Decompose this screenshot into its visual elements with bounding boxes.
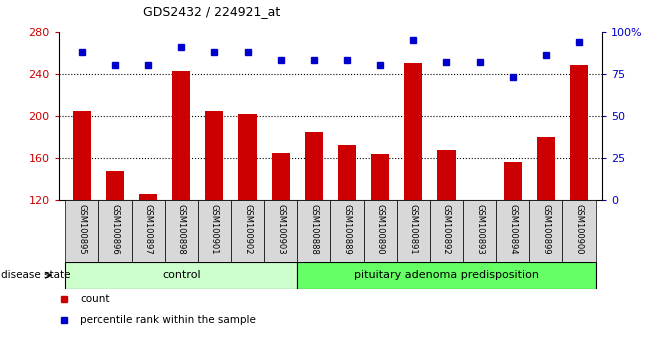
Bar [529, 200, 562, 262]
Bar [371, 154, 389, 200]
Bar [231, 200, 264, 262]
Bar [264, 200, 298, 262]
Bar [430, 200, 463, 262]
Text: percentile rank within the sample: percentile rank within the sample [80, 315, 256, 325]
Bar [363, 200, 396, 262]
Bar [298, 200, 330, 262]
Text: GDS2432 / 224921_at: GDS2432 / 224921_at [143, 5, 281, 18]
Bar [504, 162, 522, 200]
Bar [205, 111, 223, 200]
Bar [139, 194, 157, 200]
Bar [463, 200, 496, 262]
Text: GSM100895: GSM100895 [77, 204, 87, 255]
Text: GSM100897: GSM100897 [144, 204, 152, 255]
Bar [98, 200, 132, 262]
Bar [165, 200, 198, 262]
Bar [73, 111, 91, 200]
Text: GSM100890: GSM100890 [376, 204, 385, 255]
Text: GSM100900: GSM100900 [574, 204, 583, 255]
Text: pituitary adenoma predisposition: pituitary adenoma predisposition [354, 270, 539, 280]
Bar [330, 200, 363, 262]
Bar [172, 71, 190, 200]
Text: count: count [80, 294, 110, 304]
Bar [198, 200, 231, 262]
Bar [404, 63, 422, 200]
Bar [496, 200, 529, 262]
Bar [65, 262, 298, 289]
Bar [338, 145, 356, 200]
Bar [238, 114, 256, 200]
Text: GSM100891: GSM100891 [409, 204, 418, 255]
Text: GSM100889: GSM100889 [342, 204, 352, 255]
Bar [396, 200, 430, 262]
Text: GSM100901: GSM100901 [210, 204, 219, 255]
Bar [298, 262, 596, 289]
Bar [132, 200, 165, 262]
Bar [106, 171, 124, 200]
Text: GSM100899: GSM100899 [542, 204, 550, 255]
Text: GSM100894: GSM100894 [508, 204, 517, 255]
Text: GSM100896: GSM100896 [111, 204, 119, 255]
Text: GSM100893: GSM100893 [475, 204, 484, 255]
Text: GSM100888: GSM100888 [309, 204, 318, 255]
Text: disease state: disease state [1, 270, 70, 280]
Bar [562, 200, 596, 262]
Text: GSM100892: GSM100892 [442, 204, 451, 255]
Text: control: control [162, 270, 201, 280]
Bar [271, 153, 290, 200]
Bar [65, 200, 98, 262]
Bar [536, 137, 555, 200]
Text: GSM100902: GSM100902 [243, 204, 252, 255]
Bar [570, 65, 588, 200]
Bar [437, 149, 456, 200]
Bar [305, 132, 323, 200]
Text: GSM100898: GSM100898 [176, 204, 186, 255]
Text: GSM100903: GSM100903 [276, 204, 285, 255]
